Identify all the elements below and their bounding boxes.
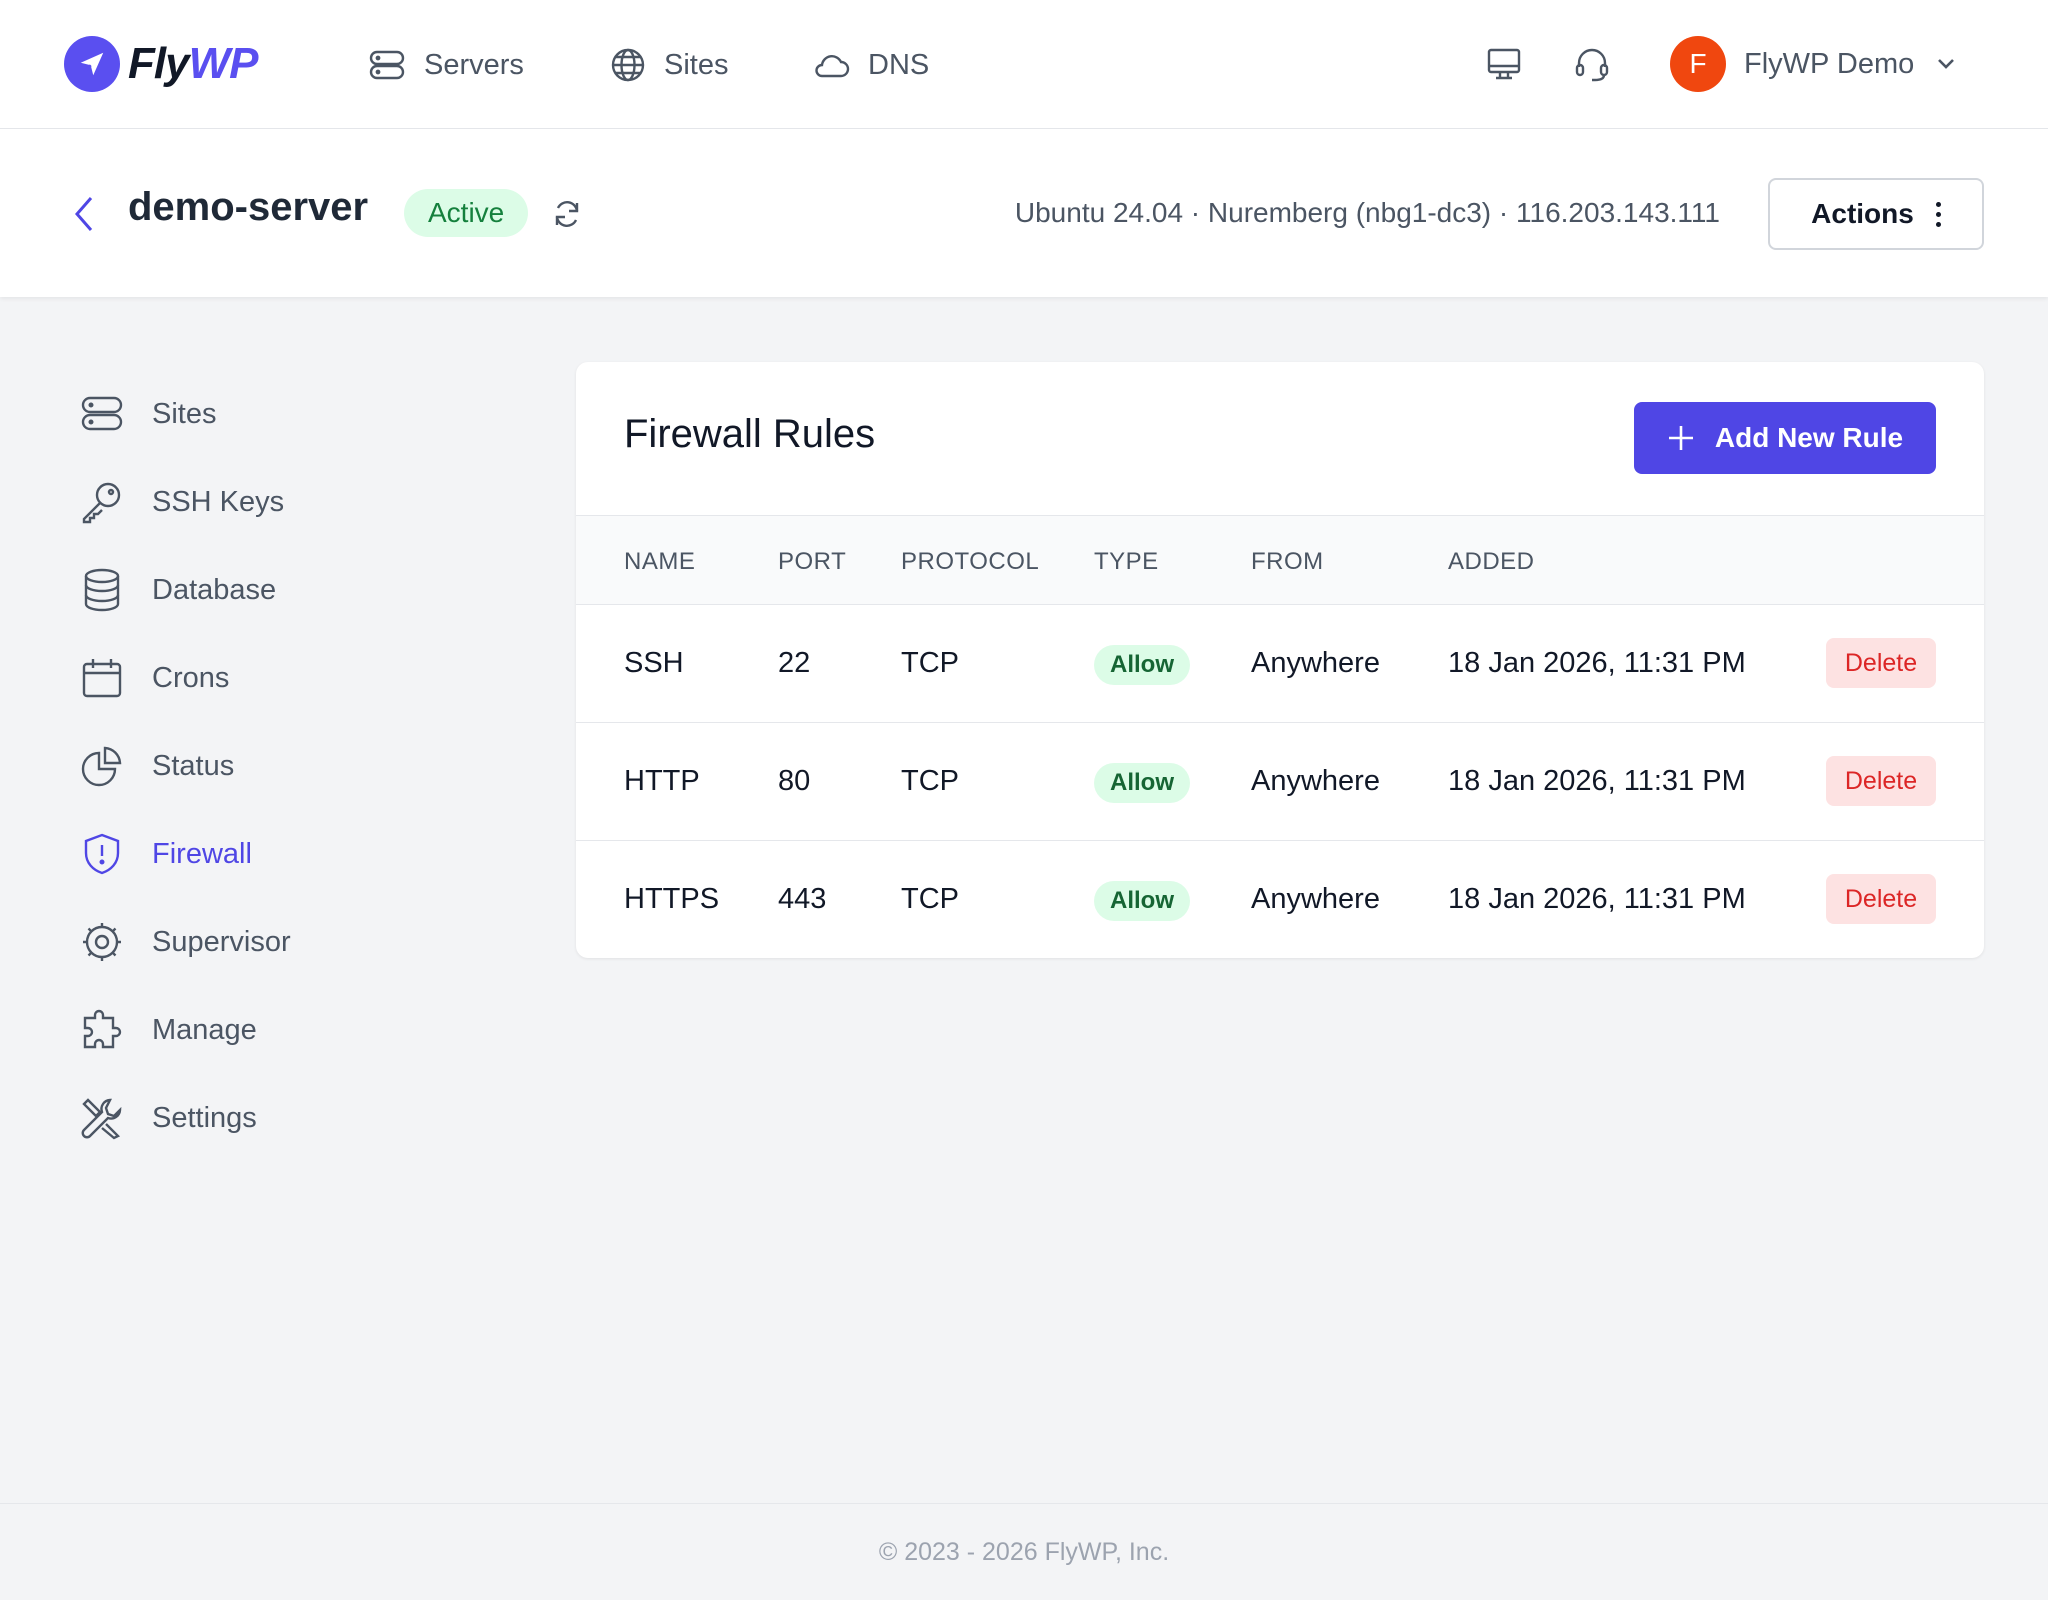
- sidebar-item-label: Supervisor: [152, 925, 291, 958]
- refresh-icon[interactable]: [552, 199, 582, 234]
- delete-button[interactable]: Delete: [1826, 874, 1936, 924]
- database-icon: [80, 568, 124, 612]
- back-arrow-icon[interactable]: [72, 195, 96, 238]
- sidebar-item-label: Firewall: [152, 837, 252, 870]
- server-icon: [80, 392, 124, 436]
- copyright-text: © 2023 - 2026 FlyWP, Inc.: [878, 1537, 1170, 1566]
- sidebar-item-label: Settings: [152, 1101, 257, 1134]
- sidebar-item-label: Sites: [152, 397, 217, 430]
- type-badge: Allow: [1094, 645, 1190, 685]
- firewall-rules-card: Firewall Rules Add New Rule NAME PORT PR…: [576, 362, 1984, 958]
- cell-protocol: TCP: [901, 765, 959, 797]
- top-navigation: FlyWP Servers Sites DNS F FlyWP Demo: [0, 0, 2048, 129]
- column-header-added: ADDED: [1448, 548, 1535, 575]
- avatar: F: [1670, 36, 1726, 92]
- status-badge: Active: [404, 189, 529, 237]
- cog-icon: [80, 920, 124, 964]
- sidebar-item-settings[interactable]: Settings: [80, 1074, 520, 1162]
- cell-added: 18 Jan 2026, 11:31 PM: [1448, 765, 1746, 797]
- cell-name: HTTPS: [624, 883, 720, 915]
- sidebar-item-label: Crons: [152, 661, 230, 694]
- cell-protocol: TCP: [901, 883, 959, 915]
- globe-icon: [611, 48, 645, 82]
- sidebar-item-label: Status: [152, 749, 235, 782]
- sidebar-item-label: Database: [152, 573, 277, 606]
- logo-text: FlyWP: [128, 39, 258, 88]
- cell-port: 80: [778, 765, 811, 797]
- shield-icon: [80, 832, 124, 876]
- key-icon: [80, 480, 124, 524]
- sidebar-item-supervisor[interactable]: Supervisor: [80, 898, 520, 986]
- user-name: FlyWP Demo: [1744, 47, 1915, 80]
- column-header-from: FROM: [1251, 548, 1324, 575]
- nav-sites[interactable]: Sites: [610, 44, 728, 86]
- sidebar-item-crons[interactable]: Crons: [80, 634, 520, 722]
- column-header-type: TYPE: [1094, 548, 1159, 575]
- add-rule-label: Add New Rule: [1714, 422, 1904, 453]
- cell-from: Anywhere: [1251, 883, 1380, 915]
- column-header-name: NAME: [624, 548, 696, 575]
- sidebar-item-label: SSH Keys: [152, 485, 285, 518]
- nav-label: Servers: [424, 48, 524, 81]
- table-header: NAME PORT PROTOCOL TYPE FROM ADDED: [576, 515, 1984, 605]
- sidebar-item-manage[interactable]: Manage: [80, 986, 520, 1074]
- nav-label: Sites: [664, 48, 729, 81]
- cell-from: Anywhere: [1251, 647, 1380, 679]
- actions-label: Actions: [1811, 198, 1914, 229]
- delete-button[interactable]: Delete: [1826, 638, 1936, 688]
- cell-port: 22: [778, 647, 811, 679]
- type-badge: Allow: [1094, 763, 1190, 803]
- flywp-logo[interactable]: FlyWP: [64, 36, 258, 92]
- server-meta: Ubuntu 24.04 · Nuremberg (nbg1-dc3) · 11…: [1014, 197, 1720, 228]
- sidebar-item-sites[interactable]: Sites: [80, 370, 520, 458]
- cell-port: 443: [778, 883, 827, 915]
- column-header-port: PORT: [778, 548, 847, 575]
- cloud-icon: [815, 55, 850, 78]
- cell-protocol: TCP: [901, 647, 959, 679]
- server-name: demo-server: [128, 185, 369, 229]
- actions-button[interactable]: Actions: [1768, 178, 1984, 250]
- server-icon: [369, 50, 405, 80]
- tools-icon: [80, 1096, 124, 1140]
- table-row: SSH 22 TCP Allow Anywhere 18 Jan 2026, 1…: [576, 605, 1984, 723]
- column-header-protocol: PROTOCOL: [901, 548, 1040, 575]
- user-menu[interactable]: F FlyWP Demo: [1670, 36, 1956, 92]
- support-headset-icon[interactable]: [1572, 44, 1612, 84]
- sidebar-item-firewall[interactable]: Firewall: [80, 810, 520, 898]
- puzzle-icon: [80, 1008, 124, 1052]
- nav-servers[interactable]: Servers: [368, 44, 524, 86]
- sidebar-item-database[interactable]: Database: [80, 546, 520, 634]
- monitor-icon[interactable]: [1484, 44, 1524, 84]
- cell-name: HTTP: [624, 765, 700, 797]
- sidebar-item-status[interactable]: Status: [80, 722, 520, 810]
- card-title: Firewall Rules: [624, 412, 876, 456]
- server-header: demo-server Active Ubuntu 24.04 · Nuremb…: [0, 129, 2048, 297]
- pie-chart-icon: [80, 744, 124, 788]
- sidebar-item-ssh-keys[interactable]: SSH Keys: [80, 458, 520, 546]
- cell-added: 18 Jan 2026, 11:31 PM: [1448, 883, 1746, 915]
- nav-dns[interactable]: DNS: [812, 44, 929, 86]
- paper-plane-icon: [64, 36, 120, 92]
- nav-label: DNS: [868, 48, 930, 81]
- server-sidebar: Sites SSH Keys Database Crons Status Fir…: [80, 370, 520, 1162]
- table-row: HTTPS 443 TCP Allow Anywhere 18 Jan 2026…: [576, 841, 1984, 958]
- chevron-down-icon: [1938, 59, 1955, 69]
- cell-added: 18 Jan 2026, 11:31 PM: [1448, 647, 1746, 679]
- plus-icon: [1668, 426, 1693, 450]
- more-vertical-icon: [1935, 201, 1941, 227]
- table-row: HTTP 80 TCP Allow Anywhere 18 Jan 2026, …: [576, 723, 1984, 841]
- footer: © 2023 - 2026 FlyWP, Inc.: [0, 1503, 2048, 1600]
- cell-from: Anywhere: [1251, 765, 1380, 797]
- calendar-icon: [80, 656, 124, 700]
- add-new-rule-button[interactable]: Add New Rule: [1634, 402, 1936, 474]
- type-badge: Allow: [1094, 881, 1190, 921]
- cell-name: SSH: [624, 647, 684, 679]
- delete-button[interactable]: Delete: [1826, 756, 1936, 806]
- sidebar-item-label: Manage: [152, 1013, 257, 1046]
